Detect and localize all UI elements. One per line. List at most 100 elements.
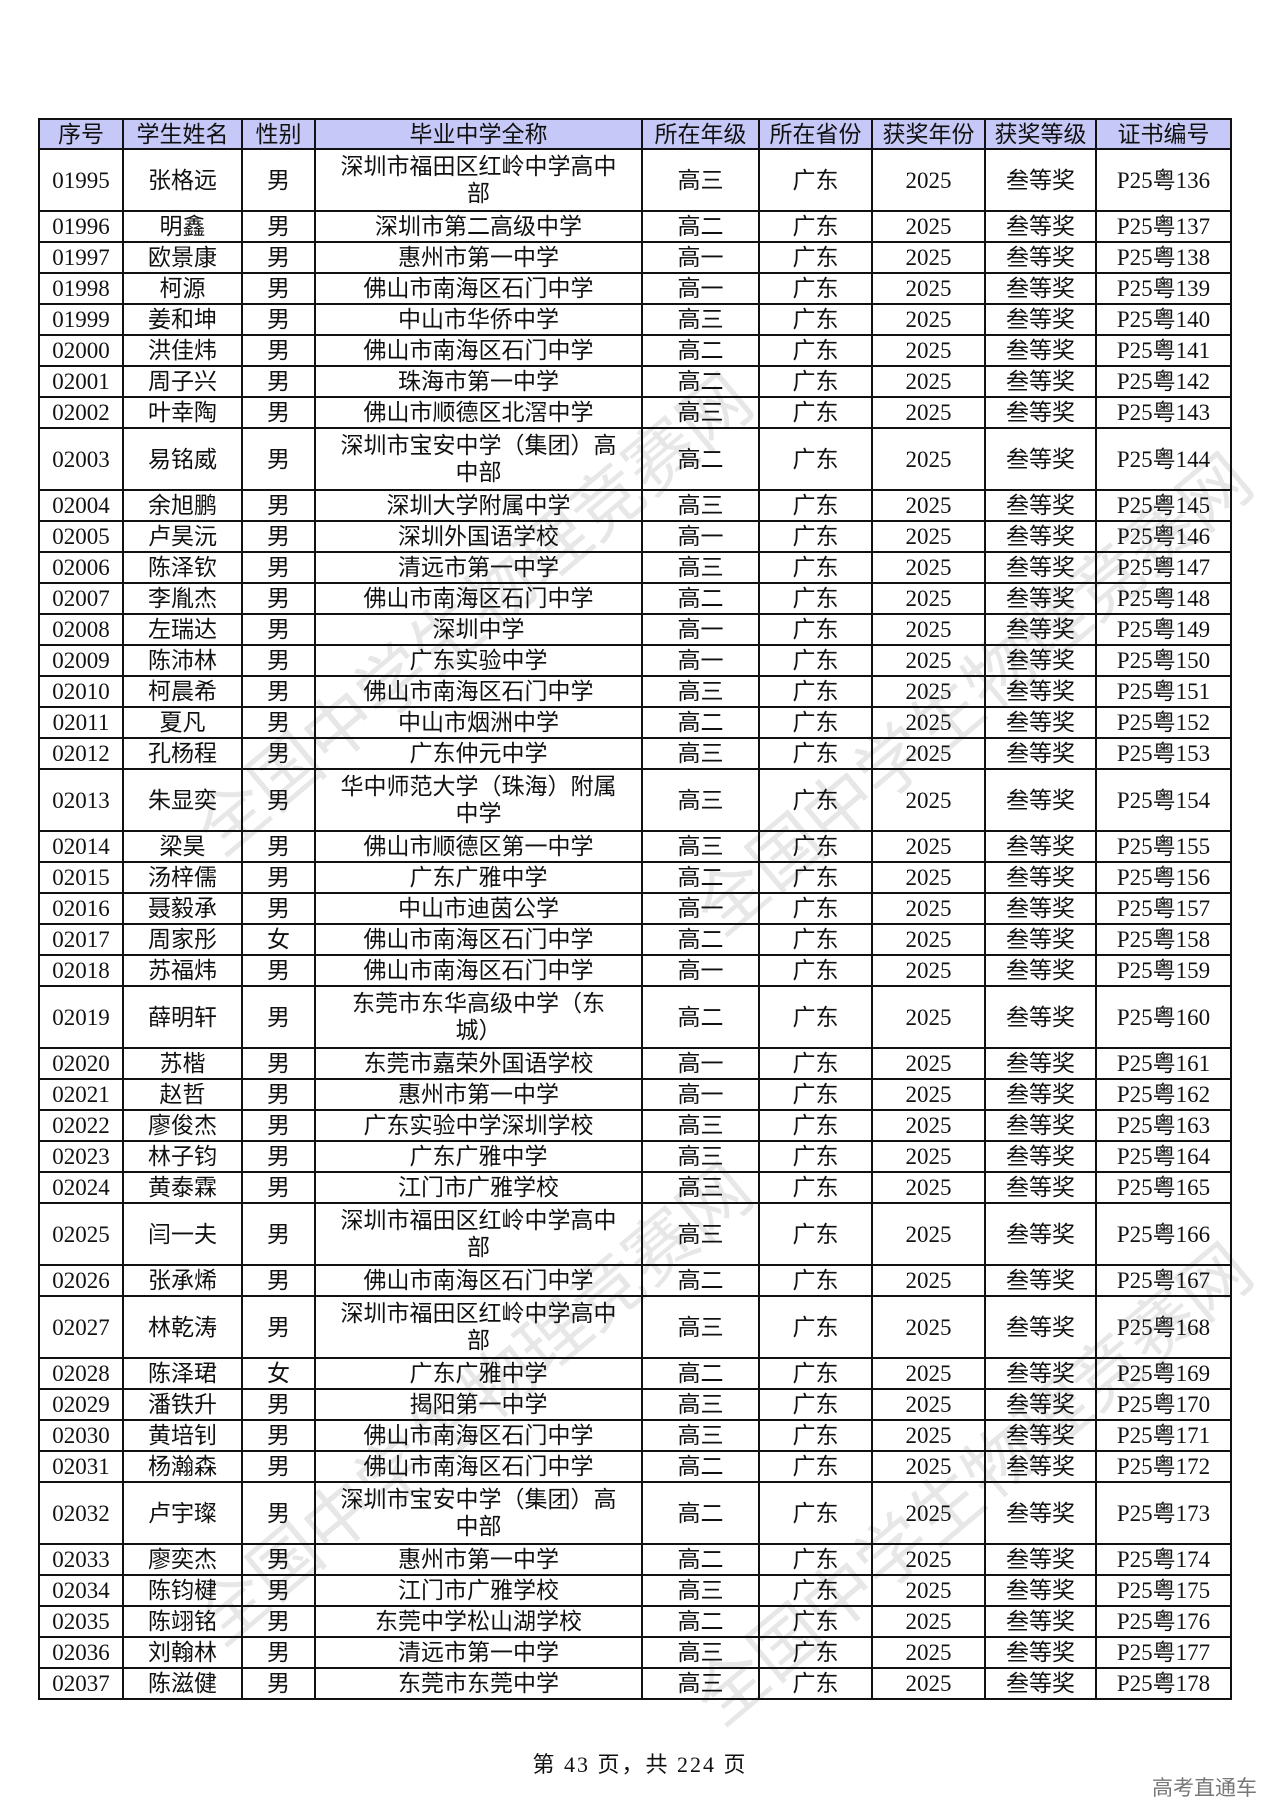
table-row: 02010 柯晨希男佛山市南海区石门中学 高三 广东 2025 叁等奖 P25粤151 [38, 675, 1232, 708]
cell-name: 张承烯 [122, 1264, 243, 1297]
table-row: 02000 洪佳炜男佛山市南海区石门中学 高二 广东 2025 叁等奖 P25粤141 [38, 334, 1232, 367]
cell-cert: P25粤170 [1095, 1388, 1232, 1421]
cell-grade: 高三 [641, 675, 760, 708]
cell-level: 叁等奖 [984, 1574, 1097, 1607]
cell-grade: 高一 [641, 954, 760, 987]
table-row: 02028 陈泽珺女广东广雅中学 高二 广东 2025 叁等奖 P25粤169 [38, 1357, 1232, 1390]
cell-grade: 高二 [641, 427, 760, 491]
cell-gender: 男 [241, 241, 316, 274]
cell-id: 02025 [38, 1202, 124, 1266]
cell-gender: 男 [241, 985, 316, 1049]
table-row: 01996 明鑫男深圳市第二高级中学 高二 广东 2025 叁等奖 P25粤137 [38, 210, 1232, 243]
cell-id: 02017 [38, 923, 124, 956]
cell-cert: P25粤136 [1095, 148, 1232, 212]
cell-name: 黄泰霖 [122, 1171, 243, 1204]
cell-school: 佛山市南海区石门中学 [314, 1419, 643, 1452]
cell-grade: 高二 [641, 1450, 760, 1483]
cell-school: 深圳外国语学校 [314, 520, 643, 553]
table-row: 02002 叶幸陶男佛山市顺德区北滘中学 高三 广东 2025 叁等奖 P25粤143 [38, 396, 1232, 429]
cell-gender: 男 [241, 706, 316, 739]
table-row: 02007 李胤杰男佛山市南海区石门中学 高二 广东 2025 叁等奖 P25粤148 [38, 582, 1232, 615]
cell-province: 广东 [758, 1450, 873, 1483]
cell-grade: 高三 [641, 1419, 760, 1452]
cell-cert: P25粤169 [1095, 1357, 1232, 1390]
cell-province: 广东 [758, 1357, 873, 1390]
cell-level: 叁等奖 [984, 551, 1097, 584]
cell-cert: P25粤172 [1095, 1450, 1232, 1483]
cell-id: 02004 [38, 489, 124, 522]
cell-cert: P25粤160 [1095, 985, 1232, 1049]
cell-level: 叁等奖 [984, 1357, 1097, 1390]
column-header-year: 获奖年份 [871, 118, 986, 150]
cell-level: 叁等奖 [984, 210, 1097, 243]
cell-level: 叁等奖 [984, 923, 1097, 956]
cell-school: 佛山市南海区石门中学 [314, 954, 643, 987]
cell-id: 02007 [38, 582, 124, 615]
cell-province: 广东 [758, 985, 873, 1049]
cell-name: 洪佳炜 [122, 334, 243, 367]
cell-name: 朱显奕 [122, 768, 243, 832]
cell-year: 2025 [871, 334, 986, 367]
cell-level: 叁等奖 [984, 830, 1097, 863]
table-row: 02025 闫一夫男深圳市福田区红岭中学高中部 高三 广东 2025 叁等奖 P25粤166 [38, 1202, 1232, 1266]
cell-cert: P25粤152 [1095, 706, 1232, 739]
cell-name: 陈泽钦 [122, 551, 243, 584]
cell-grade: 高二 [641, 706, 760, 739]
cell-province: 广东 [758, 613, 873, 646]
cell-year: 2025 [871, 1357, 986, 1390]
cell-school: 深圳市宝安中学（集团）高中部 [314, 1481, 643, 1545]
cell-level: 叁等奖 [984, 1419, 1097, 1452]
cell-cert: P25粤137 [1095, 210, 1232, 243]
cell-province: 广东 [758, 1667, 873, 1700]
cell-year: 2025 [871, 148, 986, 212]
cell-gender: 男 [241, 892, 316, 925]
cell-province: 广东 [758, 675, 873, 708]
cell-province: 广东 [758, 396, 873, 429]
cell-grade: 高三 [641, 303, 760, 336]
cell-id: 02031 [38, 1450, 124, 1483]
cell-gender: 男 [241, 334, 316, 367]
cell-grade: 高三 [641, 148, 760, 212]
cell-id: 02008 [38, 613, 124, 646]
cell-level: 叁等奖 [984, 706, 1097, 739]
cell-id: 02021 [38, 1078, 124, 1111]
cell-year: 2025 [871, 644, 986, 677]
cell-name: 姜和坤 [122, 303, 243, 336]
cell-school: 深圳市福田区红岭中学高中部 [314, 148, 643, 212]
cell-cert: P25粤163 [1095, 1109, 1232, 1142]
cell-grade: 高二 [641, 334, 760, 367]
cell-name: 苏福炜 [122, 954, 243, 987]
cell-province: 广东 [758, 1388, 873, 1421]
cell-gender: 女 [241, 1357, 316, 1390]
cell-name: 张格远 [122, 148, 243, 212]
cell-cert: P25粤177 [1095, 1636, 1232, 1669]
cell-name: 杨瀚森 [122, 1450, 243, 1483]
cell-province: 广东 [758, 1481, 873, 1545]
cell-grade: 高一 [641, 1078, 760, 1111]
cell-gender: 男 [241, 1264, 316, 1297]
cell-level: 叁等奖 [984, 489, 1097, 522]
cell-province: 广东 [758, 1605, 873, 1638]
cell-gender: 男 [241, 644, 316, 677]
cell-school: 东莞市东莞中学 [314, 1667, 643, 1700]
cell-gender: 男 [241, 551, 316, 584]
cell-school: 广东实验中学深圳学校 [314, 1109, 643, 1142]
cell-cert: P25粤151 [1095, 675, 1232, 708]
cell-gender: 男 [241, 396, 316, 429]
cell-gender: 男 [241, 1388, 316, 1421]
cell-cert: P25粤158 [1095, 923, 1232, 956]
cell-id: 02020 [38, 1047, 124, 1080]
cell-cert: P25粤153 [1095, 737, 1232, 770]
cell-grade: 高三 [641, 1574, 760, 1607]
cell-school: 深圳市宝安中学（集团）高中部 [314, 427, 643, 491]
cell-school: 江门市广雅学校 [314, 1574, 643, 1607]
cell-name: 夏凡 [122, 706, 243, 739]
cell-province: 广东 [758, 1295, 873, 1359]
cell-grade: 高三 [641, 1295, 760, 1359]
cell-school: 广东广雅中学 [314, 1357, 643, 1390]
cell-cert: P25粤146 [1095, 520, 1232, 553]
cell-gender: 女 [241, 923, 316, 956]
table-row: 01998 柯源男佛山市南海区石门中学 高一 广东 2025 叁等奖 P25粤139 [38, 272, 1232, 305]
cell-grade: 高二 [641, 861, 760, 894]
cell-level: 叁等奖 [984, 396, 1097, 429]
